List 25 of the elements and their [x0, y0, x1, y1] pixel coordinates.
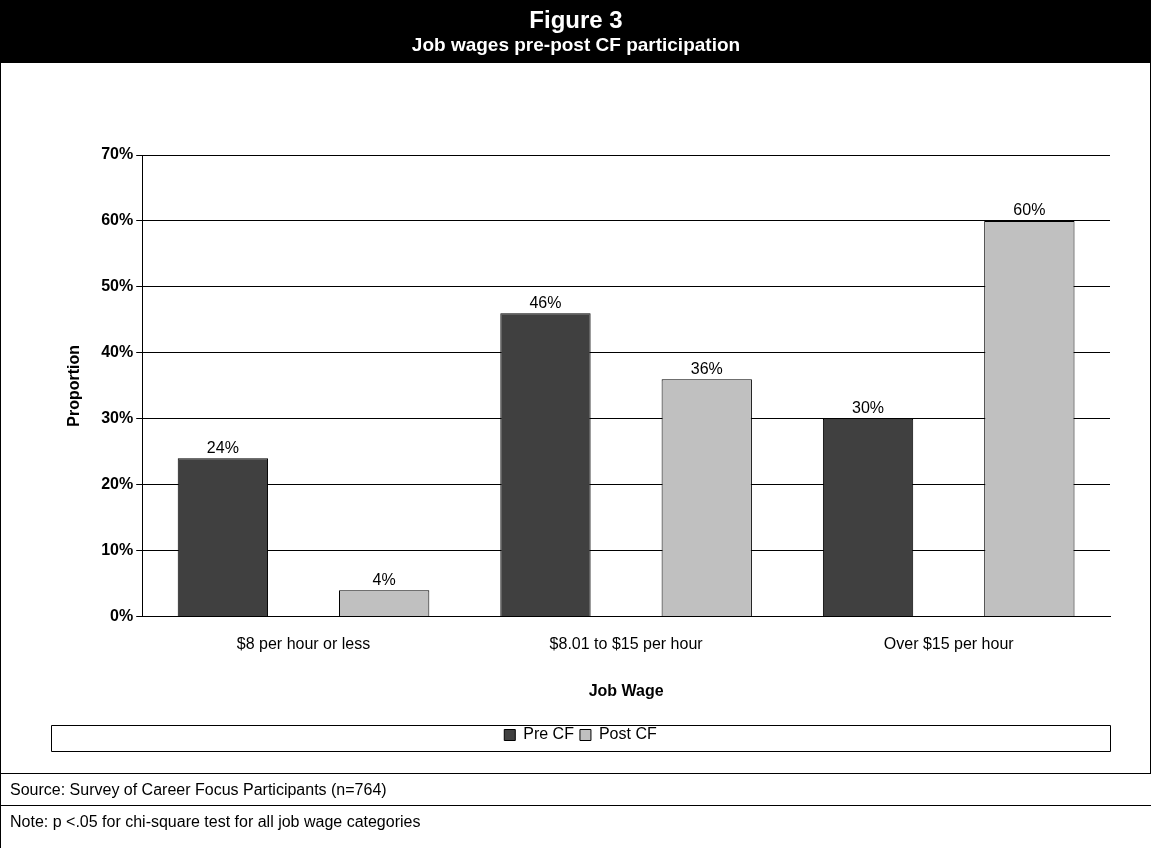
y-tick-label: 70% [101, 145, 134, 163]
data-label: 60% [1013, 201, 1046, 219]
text: Note: p <.05 for chi-square test for all job wage categories [1, 805, 1151, 837]
x-axis-title: Job Wage [588, 681, 664, 699]
data-label: 46% [529, 293, 562, 311]
legend-label: Pre CF [523, 725, 575, 743]
data-label: 36% [690, 359, 723, 377]
x-tick-label: Over $15 per hour [883, 634, 1015, 652]
chart-title: Figure 3 [528, 5, 624, 34]
y-tick-label: 20% [101, 475, 134, 493]
data-label: 24% [206, 438, 239, 456]
x-tick-label: $8 per hour or less [236, 634, 371, 652]
y-tick-label: 0% [110, 607, 134, 625]
y-tick-label: 40% [101, 343, 134, 361]
legend-label: Post CF [598, 725, 657, 743]
x-tick-label: $8.01 to $15 per hour [549, 634, 704, 652]
data-label: 4% [372, 570, 396, 588]
data-label: 30% [852, 399, 885, 417]
chart-subtitle: Job wages pre-post CF participation [410, 34, 742, 56]
y-tick-label: 10% [101, 541, 134, 559]
y-tick-label: 30% [101, 409, 134, 427]
y-tick-label: 60% [101, 211, 134, 229]
y-axis-title: Proportion [65, 344, 83, 427]
y-tick-label: 50% [101, 277, 134, 295]
source-note: Source: Survey of Career Focus Participants (n=764) [1, 773, 1151, 805]
